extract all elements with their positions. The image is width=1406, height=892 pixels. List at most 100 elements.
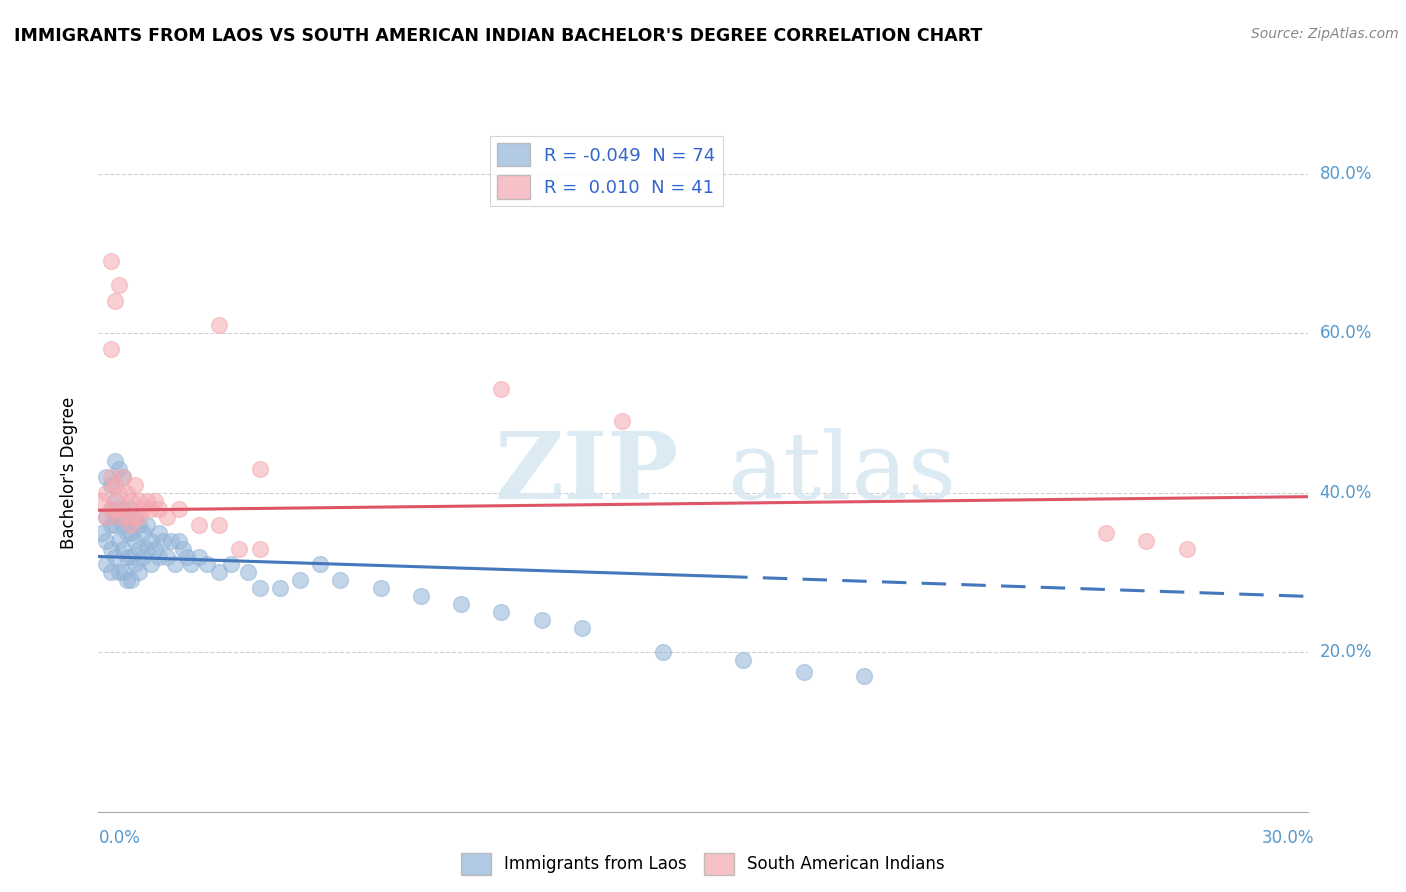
Point [329, 574, 352, 588]
Point [120, 517, 142, 532]
Point [188, 517, 211, 532]
Point [148, 549, 170, 564]
Point [96, 485, 118, 500]
Point [370, 582, 392, 596]
Point [172, 541, 194, 556]
Point [491, 605, 513, 619]
Point [135, 493, 157, 508]
Point [120, 493, 142, 508]
Point [103, 477, 125, 491]
Point [167, 501, 190, 516]
Point [111, 469, 134, 483]
Point [100, 342, 122, 356]
Point [120, 501, 142, 516]
Point [530, 613, 553, 627]
Point [124, 477, 146, 491]
Point [409, 590, 432, 604]
Point [100, 541, 122, 556]
Text: 0.0%: 0.0% [98, 829, 141, 847]
Point [163, 558, 186, 572]
Point [167, 533, 190, 548]
Point [128, 493, 150, 508]
Point [120, 549, 142, 564]
Point [132, 501, 155, 516]
Point [120, 574, 142, 588]
Point [111, 541, 134, 556]
Point [176, 549, 198, 564]
Point [91, 493, 114, 508]
Point [107, 566, 129, 580]
Point [135, 541, 157, 556]
Text: 40.0%: 40.0% [1320, 483, 1372, 501]
Point [156, 549, 179, 564]
Point [152, 533, 174, 548]
Point [208, 318, 231, 333]
Point [143, 541, 166, 556]
Point [1095, 525, 1118, 540]
Point [115, 574, 138, 588]
Point [128, 541, 150, 556]
Point [143, 493, 166, 508]
Point [103, 493, 125, 508]
Point [115, 485, 138, 500]
Point [128, 566, 150, 580]
Point [139, 533, 162, 548]
Point [733, 653, 755, 667]
Point [96, 533, 118, 548]
Point [103, 294, 125, 309]
Point [96, 509, 118, 524]
Legend: Immigrants from Laos, South American Indians: Immigrants from Laos, South American Ind… [454, 847, 952, 881]
Text: 80.0%: 80.0% [1320, 165, 1372, 183]
Point [111, 469, 134, 483]
Point [103, 517, 125, 532]
Point [103, 501, 125, 516]
Point [100, 501, 122, 516]
Point [156, 509, 179, 524]
Text: 30.0%: 30.0% [1263, 829, 1315, 847]
Point [100, 477, 122, 491]
Point [115, 509, 138, 524]
Point [128, 517, 150, 532]
Point [100, 566, 122, 580]
Point [208, 517, 231, 532]
Point [132, 525, 155, 540]
Point [96, 509, 118, 524]
Text: atlas: atlas [727, 428, 956, 517]
Point [100, 469, 122, 483]
Point [1175, 541, 1198, 556]
Point [115, 549, 138, 564]
Text: IMMIGRANTS FROM LAOS VS SOUTH AMERICAN INDIAN BACHELOR'S DEGREE CORRELATION CHAR: IMMIGRANTS FROM LAOS VS SOUTH AMERICAN I… [14, 27, 983, 45]
Point [180, 558, 202, 572]
Point [111, 517, 134, 532]
Point [249, 582, 271, 596]
Point [450, 598, 472, 612]
Point [111, 501, 134, 516]
Point [288, 574, 311, 588]
Point [107, 485, 129, 500]
Point [269, 582, 291, 596]
Point [100, 254, 122, 268]
Point [228, 541, 250, 556]
Point [195, 558, 218, 572]
Point [103, 549, 125, 564]
Point [96, 469, 118, 483]
Point [309, 558, 332, 572]
Point [208, 566, 231, 580]
Point [571, 621, 593, 635]
Point [160, 533, 183, 548]
Point [124, 509, 146, 524]
Point [249, 462, 271, 476]
Point [651, 645, 673, 659]
Point [120, 525, 142, 540]
Point [107, 509, 129, 524]
Point [793, 665, 815, 680]
Point [128, 509, 150, 524]
Point [139, 558, 162, 572]
Point [91, 525, 114, 540]
Point [135, 517, 157, 532]
Point [491, 382, 513, 396]
Point [221, 558, 243, 572]
Point [236, 566, 259, 580]
Point [107, 533, 129, 548]
Point [96, 558, 118, 572]
